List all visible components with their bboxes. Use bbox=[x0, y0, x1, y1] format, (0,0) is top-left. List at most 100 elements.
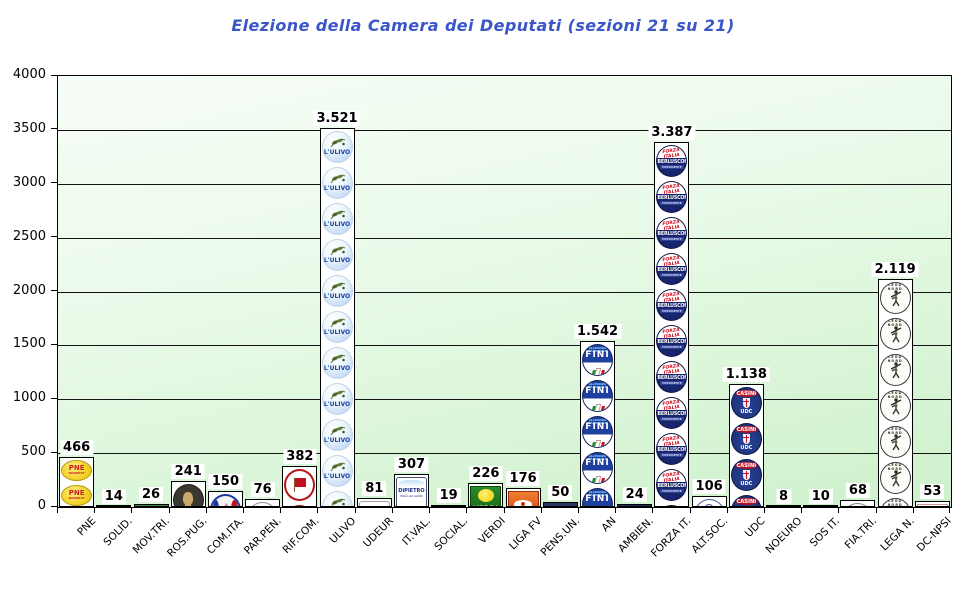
x-category-label: UDC bbox=[742, 515, 768, 540]
bar-value-label: 8 bbox=[776, 488, 792, 504]
udeur-party-logo-icon: UDEUR bbox=[358, 499, 391, 507]
bar-value-label: 50 bbox=[548, 484, 573, 500]
bar-slot-COM.ITA.: ☭ 150 bbox=[207, 76, 244, 507]
bar-AN: ALLEANZA NAZIONALE FINI ALLEANZA NAZIONALE… bbox=[580, 340, 615, 507]
x-tick bbox=[615, 508, 617, 513]
y-tick bbox=[51, 182, 57, 184]
y-tick bbox=[51, 343, 57, 345]
y-tick-label: 2000 bbox=[12, 282, 46, 298]
plot-area: PNENORDESTPNENORDESTPNENORDEST4661426241… bbox=[57, 75, 952, 508]
bar-PNE: PNENORDESTPNENORDESTPNENORDEST bbox=[59, 456, 95, 507]
bar-ALT.SOC. bbox=[691, 495, 727, 507]
x-category-label: FIA.TRI. bbox=[842, 515, 880, 552]
x-category-label: ULIVO bbox=[327, 515, 359, 547]
ulivo-party-logo-icon: L'ULIVO bbox=[321, 165, 354, 201]
x-tick bbox=[317, 508, 319, 513]
bar-value-label: 382 bbox=[283, 448, 317, 464]
y-tick bbox=[51, 451, 57, 453]
y-tick bbox=[51, 397, 57, 399]
x-category-label: NOEURO bbox=[763, 515, 805, 557]
x-category-label: RIF.COM. bbox=[280, 515, 322, 557]
bar-VERDI: VERDI bbox=[468, 482, 504, 507]
fiatri-party-logo-icon bbox=[841, 501, 874, 506]
bar-slot-SOCIAL.: 19 bbox=[430, 76, 467, 507]
rifcom-party-logo-icon: ☭ bbox=[283, 503, 316, 506]
rospug-party-logo-icon bbox=[172, 482, 205, 507]
x-category-label: LEGA N. bbox=[878, 515, 917, 554]
an-party-logo-icon: ALLEANZA NAZIONALE FINI bbox=[581, 378, 614, 414]
ulivo-party-logo-icon: L'ULIVO bbox=[321, 201, 354, 237]
bar-slot-ULIVO: L'ULIVO L'ULIVO L'ULIVO L'ULIVO L'ULIVO L'ULI… bbox=[313, 76, 361, 507]
x-tick bbox=[503, 508, 505, 513]
x-category-label: SOCIAL. bbox=[432, 515, 471, 553]
x-category-label: PENS.UN. bbox=[538, 515, 582, 559]
bar-value-label: 19 bbox=[436, 487, 461, 503]
bar-LIGA FV bbox=[505, 488, 541, 507]
y-tick bbox=[51, 505, 57, 507]
x-tick bbox=[838, 508, 840, 513]
bar-value-label: 1.542 bbox=[573, 323, 622, 339]
y-tick-label: 1000 bbox=[12, 390, 46, 406]
bar-value-label: 3.521 bbox=[313, 110, 361, 126]
bar-slot-FIA.TRI.: 68 bbox=[839, 76, 876, 507]
x-category-label: LIGA FV bbox=[507, 515, 545, 553]
bar-slot-RIF.COM.: ☭☭382 bbox=[281, 76, 318, 507]
x-category-label: DC-NPSI bbox=[914, 515, 954, 555]
x-category-label: VERDI bbox=[475, 515, 508, 547]
an-party-logo-icon: ALLEANZA NAZIONALE FINI bbox=[581, 486, 614, 506]
bar-slot-LIGA FV: 176 bbox=[505, 76, 542, 507]
bar-UDC: CASINIUDCCASINIUDCCASINIUDCCASINIUDC bbox=[728, 384, 764, 507]
x-category-label: ALT.SOC. bbox=[689, 515, 731, 556]
x-tick bbox=[466, 508, 468, 513]
rifcom-party-logo-icon: ☭ bbox=[283, 467, 316, 503]
bar-value-label: 24 bbox=[622, 487, 647, 503]
x-category-label: FORZA IT. bbox=[648, 515, 694, 560]
bar-value-label: 26 bbox=[138, 487, 164, 503]
bar-slot-PAR.PEN.: 76 bbox=[244, 76, 281, 507]
x-tick bbox=[949, 508, 950, 513]
bar-slot-FORZA IT.: FORZA ITALIA BERLUSCONI PRESIDENTE FORZA IT… bbox=[648, 76, 696, 507]
verdi-party-logo-icon: VERDI bbox=[469, 484, 502, 506]
bar-MOV.TRI. bbox=[133, 504, 169, 507]
gridline bbox=[58, 237, 951, 239]
lega-party-logo-icon: LEGA NORD bbox=[879, 496, 912, 506]
y-tick bbox=[51, 128, 57, 130]
y-tick-label: 1500 bbox=[12, 336, 46, 352]
bar-FIA.TRI. bbox=[840, 499, 876, 507]
lega-party-logo-icon: LEGA NORD bbox=[879, 352, 912, 388]
bar-ULIVO: L'ULIVO L'ULIVO L'ULIVO L'ULIVO L'ULIVO L'ULI… bbox=[319, 127, 355, 507]
bar-PENS.UN. bbox=[542, 501, 578, 507]
bar-value-label: 176 bbox=[506, 471, 540, 487]
x-tick bbox=[577, 508, 579, 513]
an-party-logo-icon: ALLEANZA NAZIONALE FINI bbox=[581, 342, 614, 378]
ulivo-party-logo-icon: L'ULIVO bbox=[321, 453, 354, 489]
bar-IT.VAL.: DiPIETRO ITALIA dei VALORI bbox=[393, 473, 429, 507]
bar-DC-NPSI: DC-NPSI bbox=[914, 501, 950, 507]
x-category-label: UDEUR bbox=[360, 515, 396, 550]
itval-party-logo-icon: DiPIETRO ITALIA dei VALORI bbox=[395, 475, 428, 506]
ulivo-party-logo-icon: L'ULIVO bbox=[321, 273, 354, 309]
bar-NOEURO bbox=[766, 505, 802, 507]
ulivo-party-logo-icon: L'ULIVO bbox=[321, 309, 354, 345]
bar-slot-ALT.SOC.: 106 bbox=[691, 76, 728, 507]
bar-ROS.PUG. bbox=[170, 481, 206, 507]
y-tick bbox=[51, 74, 57, 76]
gridline bbox=[58, 129, 951, 131]
ulivo-party-logo-icon: L'ULIVO bbox=[321, 381, 354, 417]
bar-slot-ROS.PUG.: 241 bbox=[170, 76, 207, 507]
an-party-logo-icon: ALLEANZA NAZIONALE FINI bbox=[581, 450, 614, 486]
x-tick bbox=[94, 508, 96, 513]
bar-value-label: 1.138 bbox=[722, 367, 770, 383]
x-category-label: COM.ITA. bbox=[205, 515, 247, 557]
lega-party-logo-icon: LEGA NORD bbox=[879, 316, 912, 352]
bar-slot-VERDI: VERDI 226 bbox=[467, 76, 504, 507]
y-tick-label: 3500 bbox=[12, 120, 46, 136]
dcnpsi-party-logo-icon: DC-NPSI bbox=[916, 502, 949, 507]
parpen-party-logo-icon bbox=[246, 500, 279, 506]
x-tick bbox=[429, 508, 431, 513]
gridline bbox=[58, 345, 951, 347]
